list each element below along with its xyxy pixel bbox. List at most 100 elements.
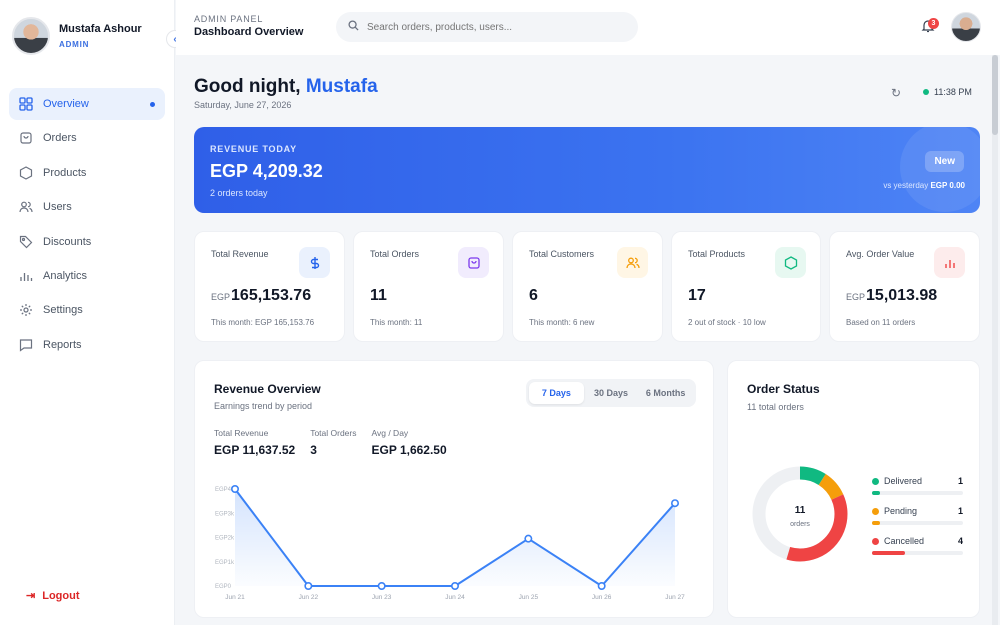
dollar-icon	[299, 247, 330, 278]
grid-icon	[19, 97, 33, 111]
sidebar: Mustafa Ashour ADMIN ‹ Overview Orders P…	[0, 0, 184, 625]
legend-label: Cancelled	[884, 536, 925, 546]
logout-label: Logout	[42, 589, 80, 602]
sidebar-item-label: Users	[43, 201, 72, 214]
series-line	[234, 488, 676, 587]
sidebar-item-label: Orders	[43, 132, 77, 145]
tab-6-months[interactable]: 6 Months	[645, 388, 686, 398]
x-tick-label: Jun 22	[299, 594, 319, 601]
active-indicator	[150, 101, 155, 107]
kpi-value: 3	[310, 443, 317, 457]
tag-icon	[19, 235, 33, 249]
stat-sub: This month: 6 new	[529, 318, 595, 327]
sidebar-item-users[interactable]: Users	[9, 191, 165, 223]
logout-icon: ⇥	[26, 590, 36, 602]
tab-30-days[interactable]: 30 Days	[593, 388, 629, 398]
search-box[interactable]	[336, 12, 638, 42]
donut-center-label: orders	[790, 521, 810, 528]
bag-icon	[458, 247, 489, 278]
donut-slice	[752, 466, 848, 562]
sidebar-item-reports[interactable]: Reports	[9, 329, 165, 361]
scrollbar[interactable]	[992, 55, 998, 625]
revenue-today-banner: REVENUE TODAY EGP 4,209.32 2 orders toda…	[194, 127, 980, 213]
area-fill	[235, 489, 675, 586]
x-tick-label: Jun 26	[592, 594, 612, 601]
revenue-overview-title: Revenue Overview	[214, 382, 321, 396]
status-dot-icon	[872, 507, 879, 515]
kpi-value: EGP 1,662.50	[371, 443, 447, 457]
order-status-card: Order Status 11 total orders 11 orders D…	[727, 360, 980, 618]
data-point	[230, 485, 239, 494]
stat-number: 165,153.76	[231, 287, 312, 304]
legend-count: 1	[957, 476, 963, 486]
stat-title: Avg. Order Value	[846, 249, 915, 259]
stat-card-avg-order-value[interactable]: Avg. Order Value EGP15,013.98 Based on 1…	[829, 231, 980, 342]
stat-card-total-products[interactable]: Total Products 17 2 out of stock · 10 lo…	[671, 231, 821, 342]
box-icon	[19, 166, 33, 180]
legend-count: 4	[957, 536, 963, 546]
current-date: Saturday, June 27, 2026	[194, 100, 292, 110]
kpi-label: Total Orders	[310, 428, 357, 438]
scrollbar-thumb[interactable]	[992, 55, 998, 135]
legend-label: Pending	[884, 506, 918, 516]
data-point	[450, 582, 459, 591]
y-tick-label: EGP1k	[215, 560, 235, 566]
breadcrumb: ADMIN PANEL	[194, 14, 264, 24]
legend-delivered: Delivered 1	[872, 476, 963, 495]
stat-card-total-revenue[interactable]: Total Revenue EGP165,153.76 This month: …	[194, 231, 345, 342]
vs-label: vs yesterday	[883, 181, 931, 190]
legend-bar	[872, 521, 963, 525]
stat-card-total-orders[interactable]: Total Orders 11 This month: 11	[353, 231, 504, 342]
user-profile[interactable]: Mustafa Ashour ADMIN	[12, 17, 142, 55]
legend-bar	[872, 551, 963, 555]
sidebar-item-analytics[interactable]: Analytics	[9, 260, 165, 292]
x-tick-label: Jun 24	[445, 594, 465, 601]
legend-bar	[872, 491, 963, 495]
logout-button[interactable]: ⇥ Logout	[26, 589, 80, 603]
sidebar-item-settings[interactable]: Settings	[9, 294, 165, 326]
banner-comparison: vs yesterday EGP 0.00	[883, 181, 965, 190]
stat-currency: EGP	[846, 292, 866, 302]
legend-bar-fill	[872, 491, 881, 495]
period-tabs: 7 Days 30 Days 6 Months	[526, 379, 696, 407]
stat-sub: This month: EGP 165,153.76	[211, 318, 315, 327]
kpi-label: Total Revenue	[214, 428, 269, 438]
x-tick-label: Jun 27	[665, 594, 685, 601]
sidebar-item-overview[interactable]: Overview	[9, 88, 165, 120]
page-title: Dashboard Overview	[194, 26, 304, 38]
revenue-overview-subtitle: Earnings trend by period	[214, 401, 313, 411]
greeting-text: Good night,	[194, 76, 306, 97]
new-badge: New	[925, 151, 964, 172]
refresh-icon[interactable]: ↻	[891, 86, 902, 100]
legend-count: 1	[957, 506, 963, 516]
bar-chart-icon	[934, 247, 965, 278]
tab-7-days[interactable]: 7 Days	[529, 382, 584, 404]
sidebar-item-discounts[interactable]: Discounts	[9, 226, 165, 258]
stat-title: Total Products	[688, 249, 746, 259]
banner-sub: 2 orders today	[210, 188, 268, 198]
bar-chart-icon	[19, 269, 33, 283]
revenue-overview-card: Revenue Overview Earnings trend by perio…	[194, 360, 714, 618]
y-tick-label: EGP0	[215, 584, 232, 590]
sidebar-item-label: Products	[43, 166, 87, 179]
user-role: ADMIN	[59, 40, 90, 49]
stat-value: EGP165,153.76	[211, 287, 311, 305]
sidebar-item-orders[interactable]: Orders	[9, 122, 165, 154]
legend-cancelled: Cancelled 4	[872, 536, 963, 555]
greeting-name: Mustafa	[305, 76, 378, 97]
stat-value: 6	[529, 287, 538, 304]
stat-title: Total Orders	[370, 249, 420, 259]
stat-value: 17	[688, 287, 706, 304]
stat-sub: 2 out of stock · 10 low	[688, 318, 766, 327]
search-input[interactable]	[367, 21, 617, 33]
stat-card-total-customers[interactable]: Total Customers 6 This month: 6 new	[512, 231, 663, 342]
stat-title: Total Revenue	[211, 249, 269, 259]
stat-sub: This month: 11	[370, 318, 423, 327]
legend-pending: Pending 1	[872, 506, 963, 525]
bag-icon	[19, 131, 33, 145]
sidebar-item-products[interactable]: Products	[9, 157, 165, 189]
data-point	[524, 534, 533, 543]
stat-title: Total Customers	[529, 249, 595, 259]
header-avatar[interactable]	[951, 12, 981, 42]
user-name: Mustafa Ashour	[59, 23, 142, 35]
